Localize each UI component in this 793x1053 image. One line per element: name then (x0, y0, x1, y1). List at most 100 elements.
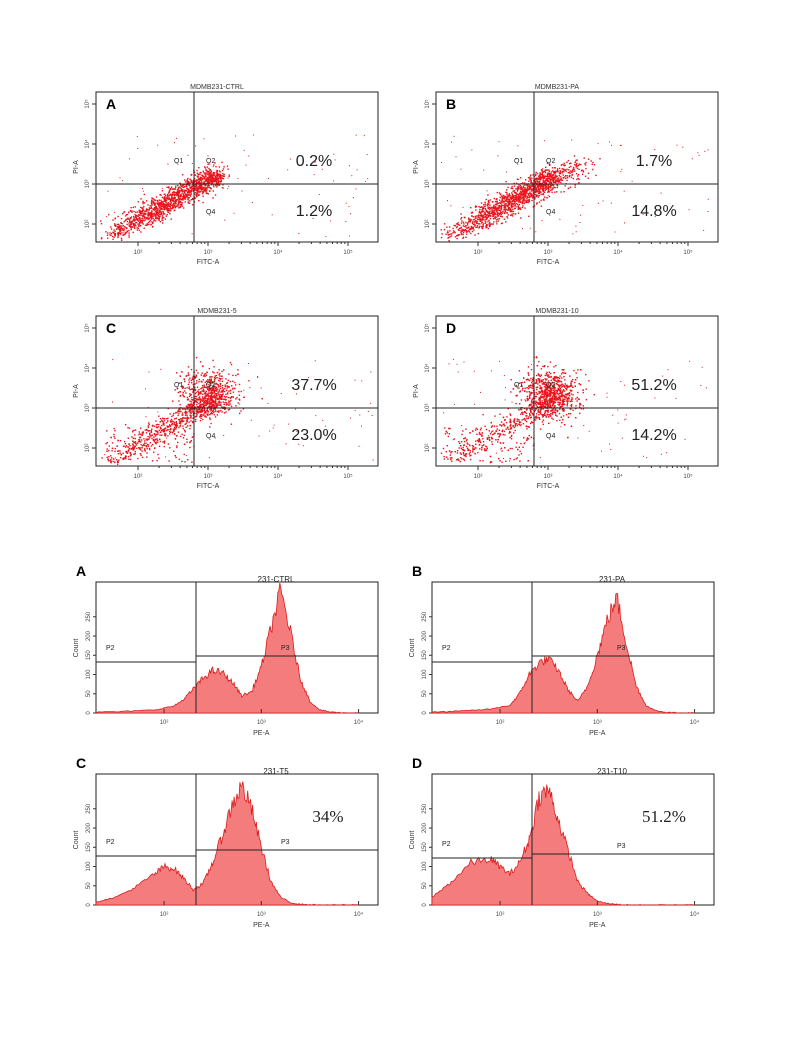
event-dot (155, 220, 157, 222)
event-dot (229, 390, 232, 392)
event-dot (535, 174, 537, 177)
event-dot (198, 178, 200, 180)
event-dot (237, 402, 239, 404)
event-dot (210, 406, 213, 408)
event-dot (125, 231, 128, 234)
event-dot (532, 444, 535, 447)
event-dot (183, 186, 186, 188)
event-dot (181, 190, 184, 192)
event-dot (125, 455, 127, 458)
event-dot (522, 200, 525, 202)
event-dot (110, 232, 113, 235)
event-dot (454, 225, 456, 227)
event-dot (134, 437, 136, 440)
event-dot (355, 134, 357, 136)
event-dot (550, 176, 553, 178)
event-dot (204, 185, 207, 187)
event-dot (163, 207, 166, 209)
event-dot (142, 202, 144, 205)
event-dot (171, 431, 174, 433)
event-dot (197, 394, 199, 396)
event-dot (198, 180, 201, 182)
event-dot (132, 449, 134, 451)
event-dot (237, 369, 239, 371)
event-dot (168, 460, 170, 462)
event-dot (207, 173, 209, 176)
event-dot (107, 458, 109, 460)
event-dot (552, 174, 554, 176)
event-dot (191, 404, 193, 406)
event-dot (195, 145, 197, 147)
event-dot (552, 188, 554, 190)
event-dot (526, 192, 528, 194)
event-dot (157, 202, 160, 204)
event-dot (141, 211, 144, 213)
event-dot (139, 453, 142, 455)
event-dot (551, 177, 554, 179)
event-dot (158, 204, 160, 207)
event-dot (210, 396, 212, 398)
event-dot (149, 442, 151, 444)
event-dot (169, 194, 172, 196)
event-dot (491, 210, 494, 212)
event-dot (153, 219, 156, 221)
event-dot (176, 372, 178, 374)
event-dot (211, 376, 213, 378)
event-dot (526, 189, 529, 191)
event-dot (156, 207, 158, 209)
event-dot (572, 177, 574, 180)
event-dot (138, 431, 141, 433)
event-dot (171, 423, 173, 425)
event-dot (200, 179, 202, 182)
event-dot (196, 404, 198, 406)
event-dot (158, 218, 160, 220)
event-dot (195, 194, 197, 196)
event-dot (199, 177, 202, 180)
event-dot (187, 202, 190, 204)
event-dot (206, 371, 208, 373)
event-dot (151, 437, 153, 440)
event-dot (519, 197, 521, 200)
event-dot (189, 178, 191, 180)
event-dot (522, 186, 525, 188)
event-dot (197, 176, 199, 178)
event-dot (529, 227, 531, 229)
event-dot (196, 410, 198, 413)
event-dot (582, 170, 584, 172)
event-dot (157, 433, 159, 435)
event-dot (224, 388, 226, 390)
event-dot (200, 374, 202, 376)
event-dot (206, 400, 209, 402)
event-dot (174, 200, 176, 203)
event-dot (215, 174, 218, 177)
event-dot (483, 216, 485, 219)
event-dot (199, 176, 202, 178)
event-dot (580, 163, 582, 166)
event-dot (178, 186, 181, 188)
event-dot (166, 194, 169, 196)
event-dot (566, 161, 568, 163)
event-dot (501, 204, 503, 206)
event-dot (522, 189, 525, 191)
event-dot (127, 446, 129, 448)
event-dot (509, 194, 511, 197)
event-dot (499, 199, 501, 201)
event-dot (180, 190, 182, 192)
event-dot (175, 185, 177, 187)
event-dot (191, 409, 193, 411)
event-dot (361, 425, 362, 427)
event-dot (496, 425, 498, 427)
event-dot (522, 205, 524, 207)
event-dot (140, 454, 142, 457)
event-dot (458, 227, 461, 230)
event-dot (182, 395, 185, 397)
x-tick-label: 10² (134, 250, 143, 256)
event-dot (530, 195, 533, 197)
event-dot (230, 396, 232, 399)
event-dot (654, 149, 656, 151)
event-dot (584, 175, 587, 177)
event-dot (158, 429, 161, 431)
event-dot (535, 188, 538, 191)
event-dot (654, 215, 656, 217)
event-dot (552, 184, 555, 186)
